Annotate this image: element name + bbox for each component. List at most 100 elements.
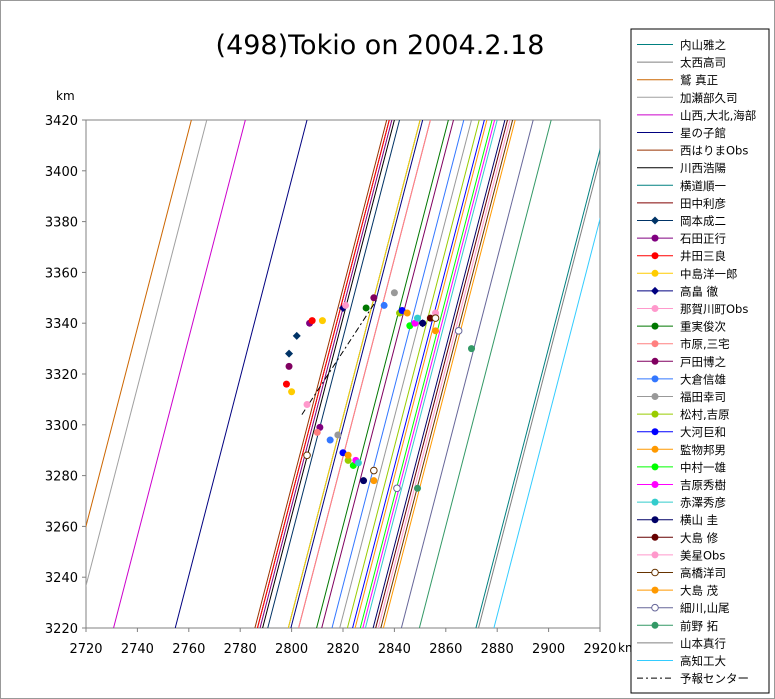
data-point-26 — [354, 459, 362, 467]
chord-line-21 — [346, 120, 480, 628]
legend-label-15: 那賀川町Obs — [680, 302, 748, 316]
chord-line-35 — [493, 217, 600, 628]
data-point-33 — [414, 484, 422, 492]
legend-label-19: 大倉信雄 — [680, 372, 726, 386]
chord-line-0 — [475, 147, 600, 628]
legend-label-27: 横山 圭 — [680, 513, 718, 527]
legend-label-20: 福田幸司 — [680, 390, 726, 404]
legend-label-3: 加瀬部久司 — [680, 91, 738, 105]
data-point-15 — [303, 400, 311, 408]
y-tick-label: 3240 — [45, 571, 78, 586]
x-tick-label: 2840 — [378, 642, 411, 657]
data-point-23 — [403, 309, 411, 317]
y-tick-label: 3320 — [45, 368, 78, 383]
chart-title: (498)Tokio on 2004.2.18 — [216, 30, 545, 61]
legend-label-25: 吉原秀樹 — [680, 478, 726, 492]
legend-marker-19 — [651, 375, 659, 383]
chord-line-3 — [86, 120, 208, 588]
y-tick-label: 3420 — [45, 114, 78, 129]
legend-label-24: 中村一雄 — [680, 460, 726, 474]
chord-line-11 — [259, 120, 393, 628]
chord-line-19 — [331, 120, 465, 628]
data-point-18 — [285, 362, 293, 370]
legend-label-35: 高知工大 — [680, 654, 726, 668]
chord-line-30 — [380, 120, 514, 628]
data-point-27 — [419, 319, 427, 327]
legend-label-4: 山西,大北,海部 — [680, 108, 756, 122]
prediction-line — [301, 300, 377, 415]
legend-marker-31 — [651, 586, 659, 594]
x-tick-label: 2900 — [532, 642, 565, 657]
legend-label-5: 星の子館 — [680, 126, 726, 140]
data-point-10 — [292, 331, 301, 340]
data-point-30 — [370, 466, 378, 475]
x-tick-label: 2760 — [172, 642, 205, 657]
chord-line-26 — [364, 120, 498, 628]
data-point-15 — [342, 301, 350, 309]
legend-marker-26 — [651, 498, 659, 506]
chord-line-25 — [362, 120, 496, 628]
data-point-12 — [308, 317, 316, 325]
legend-label-13: 中島洋一郎 — [680, 267, 738, 281]
legend-marker-15 — [651, 305, 659, 312]
data-point-18 — [370, 294, 378, 302]
x-tick-label: 2880 — [481, 642, 514, 657]
legend-marker-18 — [651, 357, 659, 365]
legend-label-11: 石田正行 — [680, 232, 726, 246]
x-tick-label: 2920 — [583, 642, 616, 657]
data-point-30 — [431, 314, 440, 322]
y-tick-label: 3280 — [45, 470, 78, 485]
chord-line-5 — [174, 120, 308, 628]
legend-label-18: 戸田博之 — [680, 355, 726, 369]
x-tick-label: 2800 — [275, 642, 308, 657]
data-point-13 — [288, 388, 296, 396]
y-axis-unit: km — [56, 89, 75, 103]
legend-label-9: 田中利彦 — [680, 196, 726, 210]
chord-line-14 — [290, 120, 424, 628]
legend-marker-16 — [651, 322, 659, 330]
data-point-21 — [344, 456, 352, 464]
data-point-19 — [380, 301, 388, 309]
legend-marker-23 — [651, 445, 659, 453]
data-point-30 — [303, 451, 311, 460]
legend-label-17: 市原,三宅 — [680, 337, 730, 351]
legend-marker-27 — [651, 516, 659, 524]
legend-marker-14 — [651, 286, 659, 295]
legend-label-21: 松村,吉原 — [680, 408, 730, 422]
legend-label-6: 西はりまObs — [680, 144, 748, 158]
legend-marker-20 — [651, 393, 659, 400]
legend-label-0: 内山雅之 — [680, 38, 726, 52]
legend-label-22: 大河巨和 — [680, 425, 726, 439]
legend-label-12: 井田三良 — [680, 249, 726, 263]
chord-line-17 — [298, 120, 431, 628]
legend-marker-21 — [651, 410, 659, 418]
chord-line-16 — [316, 120, 449, 628]
data-point-13 — [318, 317, 326, 325]
chord-line-28 — [375, 120, 508, 628]
legend-marker-10 — [651, 216, 659, 225]
chord-line-4 — [113, 120, 246, 628]
data-point-20 — [390, 289, 398, 297]
y-tick-label: 3340 — [45, 317, 78, 332]
chord-line-23 — [354, 120, 488, 628]
data-point-16 — [362, 304, 370, 312]
chord-line-24 — [359, 120, 493, 628]
y-tick-label: 3400 — [45, 165, 78, 180]
legend-marker-17 — [651, 340, 659, 348]
legend-label-34: 山本真行 — [680, 636, 726, 650]
data-point-32 — [454, 327, 463, 335]
data-point-28 — [426, 314, 434, 322]
legend-label-16: 重実俊次 — [680, 320, 726, 334]
legend-label-1: 太西高司 — [680, 56, 726, 70]
legend-label-7: 川西浩陽 — [680, 161, 726, 175]
legend-label-33: 前野 拓 — [680, 619, 718, 633]
legend-marker-22 — [651, 428, 659, 436]
chord-line-12 — [256, 120, 390, 628]
legend-label-31: 大島 茂 — [680, 584, 719, 598]
legend-marker-11 — [651, 234, 659, 242]
chord-line-6 — [254, 120, 388, 628]
chord-lines — [86, 120, 600, 628]
data-points — [282, 289, 475, 493]
legend-label-10: 岡本成二 — [680, 214, 726, 228]
